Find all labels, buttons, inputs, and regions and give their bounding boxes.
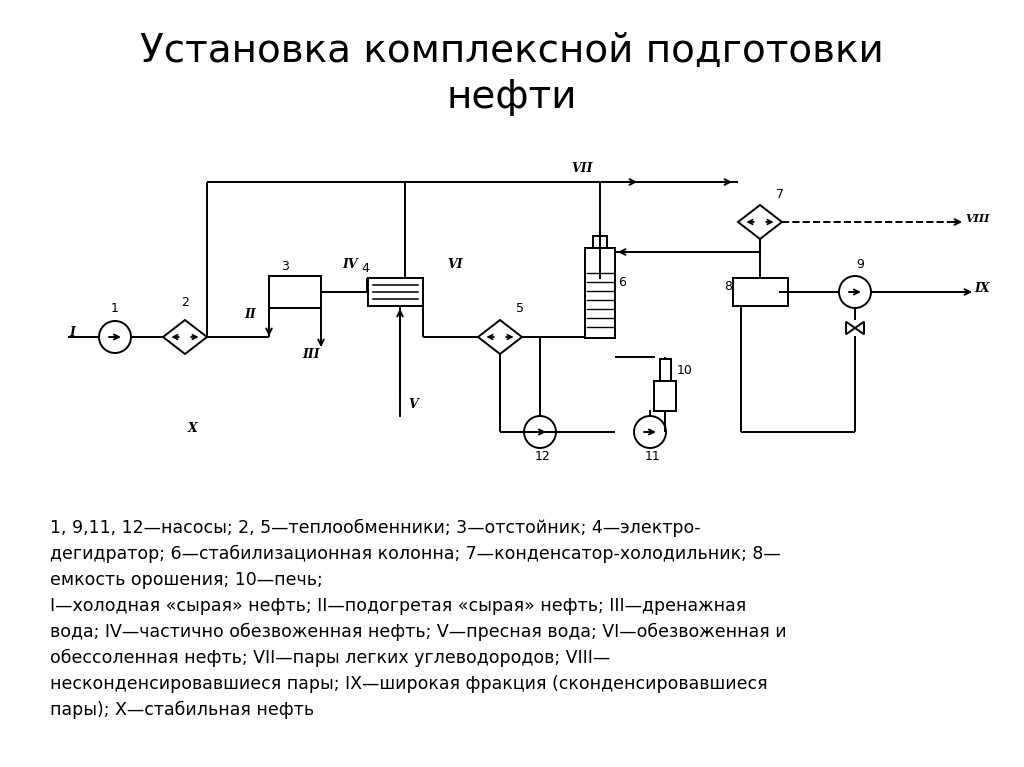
Text: 4: 4 [361, 262, 369, 275]
Text: 10: 10 [677, 364, 693, 377]
Text: 7: 7 [776, 187, 784, 200]
Text: II: II [244, 308, 256, 321]
Text: IV: IV [342, 258, 357, 271]
Bar [654, 381, 676, 411]
Bar [732, 278, 787, 306]
Text: 8: 8 [724, 281, 732, 294]
Text: VI: VI [447, 258, 463, 271]
Text: 9: 9 [856, 258, 864, 271]
Text: 12: 12 [536, 450, 551, 463]
Bar [659, 359, 671, 381]
Text: IX: IX [974, 281, 990, 295]
Text: III: III [302, 347, 319, 360]
Bar [593, 236, 607, 248]
Polygon shape [855, 321, 864, 334]
Text: Установка комплексной подготовки
нефти: Установка комплексной подготовки нефти [140, 32, 884, 116]
Text: 11: 11 [645, 450, 660, 463]
Text: V: V [409, 399, 418, 412]
Text: 3: 3 [281, 261, 289, 274]
Text: 1: 1 [111, 302, 119, 315]
Text: 6: 6 [618, 275, 626, 288]
Text: 5: 5 [516, 302, 524, 315]
Polygon shape [846, 321, 855, 334]
Text: 2: 2 [181, 295, 189, 308]
Text: VII: VII [571, 163, 593, 176]
Text: X: X [188, 423, 198, 436]
Bar [368, 278, 423, 306]
Text: VIII: VIII [966, 212, 990, 223]
Text: I: I [69, 327, 75, 340]
Bar [269, 276, 321, 308]
Text: 1, 9,11, 12—насосы; 2, 5—теплообменники; 3—отстойник; 4—электро-
дегидратор; 6—с: 1, 9,11, 12—насосы; 2, 5—теплообменники;… [50, 519, 786, 719]
Bar [585, 248, 615, 338]
